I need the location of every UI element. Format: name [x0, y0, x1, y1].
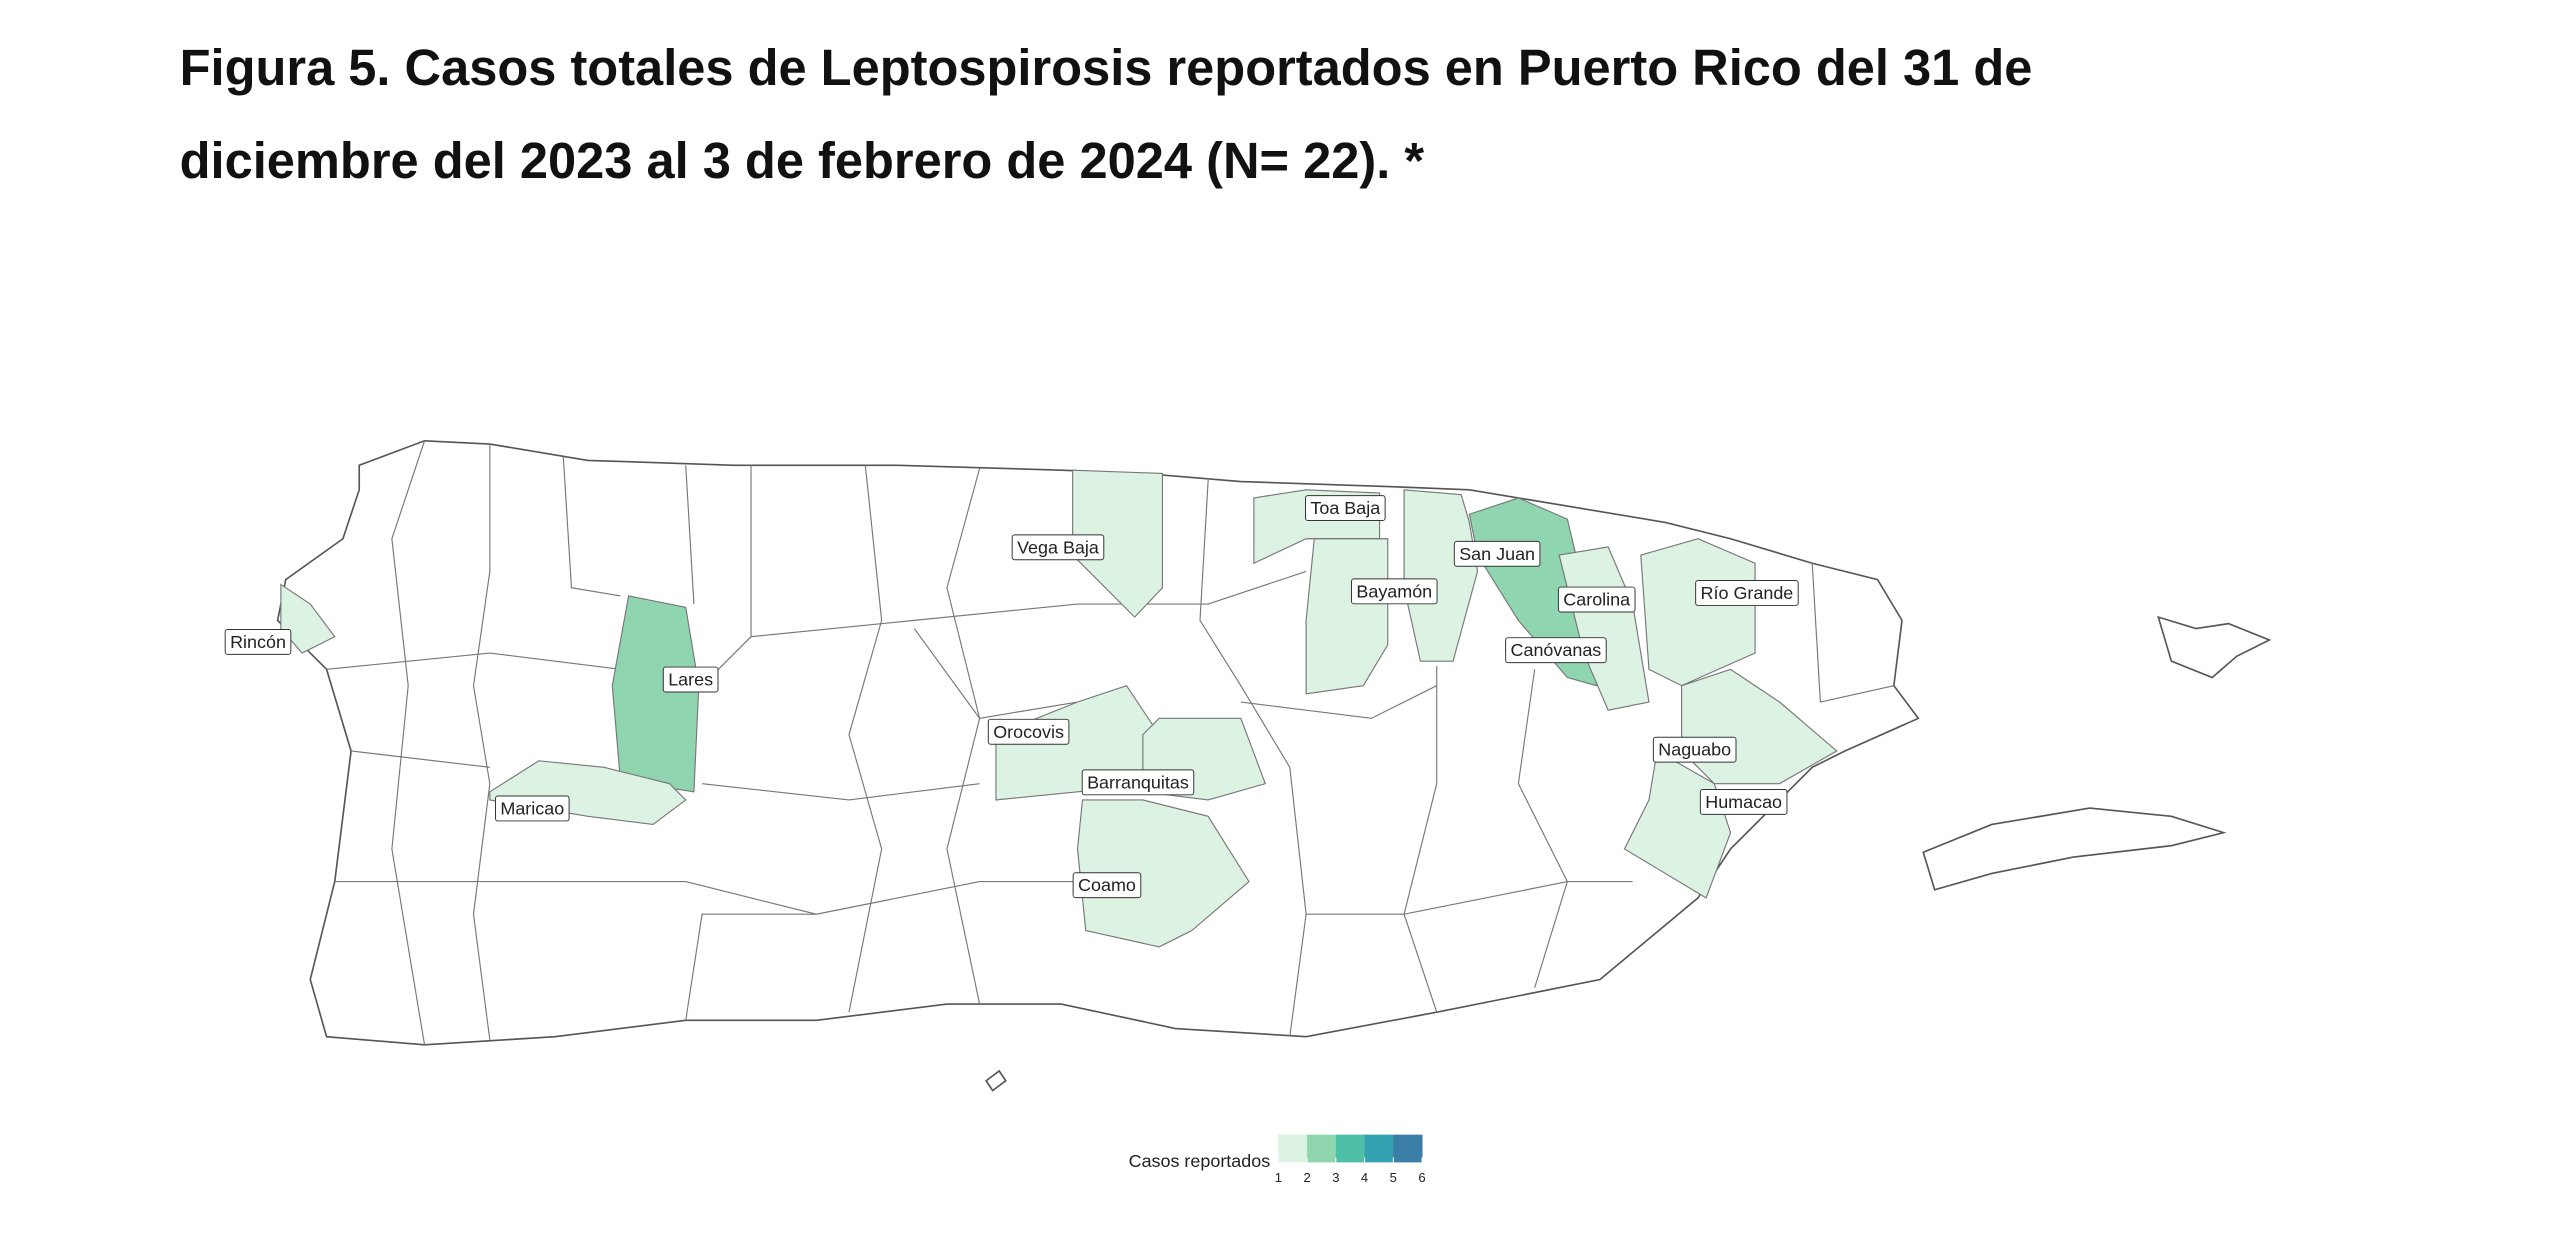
region-label: Bayamón: [1356, 581, 1432, 601]
region-label: Humacao: [1705, 792, 1782, 812]
legend: 1 2 3 4 5 6: [1275, 1134, 1426, 1185]
region-label: Toa Baja: [1310, 498, 1380, 518]
legend-tick-label: 5: [1390, 1170, 1397, 1185]
region-label: Barranquitas: [1087, 772, 1189, 792]
label-box: [662, 666, 719, 693]
legend-swatch: [1393, 1134, 1423, 1163]
region: [611, 595, 700, 793]
label-box: [494, 795, 570, 822]
labels: Rincón Lares Maricao Vega Baja Orocovis Barra…: [224, 495, 1799, 899]
region: [1640, 538, 1756, 687]
legend-swatch: [1278, 1134, 1308, 1163]
label-box: [1453, 540, 1541, 567]
region: [1305, 538, 1389, 695]
legend-title: Casos reportados: [1129, 1151, 1271, 1171]
label-box: [1699, 789, 1788, 815]
label-box: [987, 718, 1070, 745]
label-box: [1072, 872, 1142, 899]
legend-swatch: [1335, 1134, 1366, 1163]
region: [1623, 750, 1732, 899]
regions: [280, 469, 1838, 948]
region-label: Naguabo: [1658, 740, 1731, 760]
legend-tick-label: 2: [1303, 1170, 1310, 1185]
legend-swatch: [1364, 1134, 1394, 1163]
legend-swatch: [1307, 1134, 1337, 1163]
label-box: [1557, 586, 1636, 613]
region-label: Carolina: [1563, 590, 1630, 610]
region: [280, 583, 336, 654]
region-label: Vega Baja: [1017, 537, 1099, 557]
legend-tick-label: 4: [1361, 1170, 1368, 1185]
title-line: Figura 5. Casos totales de Leptospirosis…: [180, 39, 2033, 96]
label-box: [224, 629, 292, 655]
region-label: Lares: [668, 670, 713, 690]
region-label: Coamo: [1078, 875, 1136, 895]
legend-tick-label: 3: [1332, 1170, 1339, 1185]
region-label: San Juan: [1459, 544, 1535, 564]
label-box: [1305, 495, 1386, 522]
label-box: [1695, 580, 1799, 606]
legend-tick-label: 1: [1275, 1170, 1282, 1185]
title-line: diciembre del 2023 al 3 de febrero de 20…: [180, 132, 1425, 189]
label-box: [1505, 637, 1607, 664]
region-label: Río Grande: [1701, 583, 1794, 603]
region-label: Rincón: [230, 632, 286, 652]
legend-tick-label: 6: [1418, 1170, 1425, 1185]
region-label: Canóvanas: [1511, 640, 1602, 660]
label-box: [1351, 578, 1438, 605]
region-label: Orocovis: [993, 722, 1064, 742]
label-box: [1011, 534, 1105, 561]
label-box: [1652, 736, 1737, 763]
label-box: [1081, 769, 1195, 796]
region-label: Maricao: [500, 798, 564, 818]
